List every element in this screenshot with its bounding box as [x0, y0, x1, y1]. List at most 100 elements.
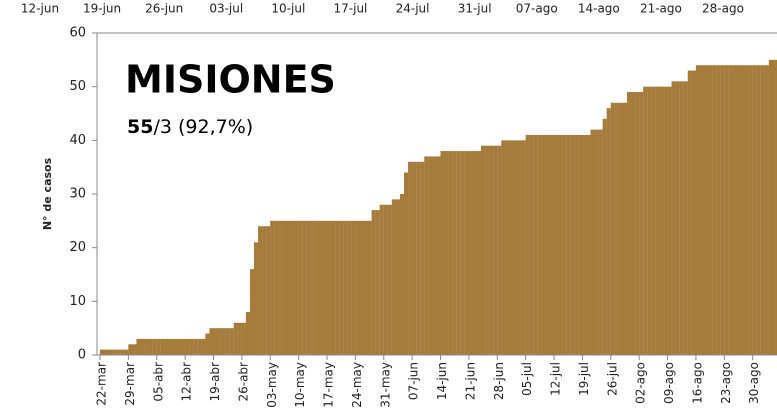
- bar: [302, 220, 307, 355]
- bar: [501, 140, 506, 355]
- bar: [399, 194, 405, 355]
- bar: [712, 65, 717, 355]
- bar: [452, 151, 457, 355]
- bar: [379, 204, 384, 355]
- x-tick-label: 12-abr: [180, 362, 194, 402]
- bar: [724, 65, 729, 355]
- bar: [695, 65, 701, 355]
- bar: [476, 151, 482, 355]
- bar: [752, 65, 757, 355]
- bar: [590, 129, 595, 355]
- x-tick-label: 16-ago: [690, 362, 704, 404]
- bar: [144, 338, 149, 355]
- bar: [412, 161, 417, 355]
- chart-title: MISIONES: [125, 58, 336, 102]
- top-axis-label: 28-ago: [702, 2, 744, 16]
- subtitle: 55/3 (92,7%): [127, 116, 253, 138]
- bar: [140, 338, 145, 355]
- bar: [391, 199, 396, 355]
- y-tick-label: 50: [69, 79, 86, 94]
- x-tick-label: 09-ago: [662, 362, 676, 404]
- bar: [683, 81, 688, 356]
- x-tick-label: 22-mar: [95, 362, 109, 406]
- bar: [213, 328, 218, 355]
- bar: [586, 134, 591, 355]
- bar: [233, 322, 238, 355]
- bar: [152, 338, 157, 355]
- bar: [517, 140, 522, 355]
- bar: [728, 65, 733, 355]
- bar: [355, 220, 360, 355]
- bar: [529, 134, 534, 355]
- bar: [253, 242, 259, 355]
- bar: [326, 220, 332, 355]
- x-tick-label: 03-may: [265, 362, 279, 408]
- bar: [606, 108, 611, 355]
- subtitle-rest: /3 (92,7%): [153, 116, 253, 138]
- bar: [744, 65, 749, 355]
- bar: [651, 86, 656, 356]
- x-tick-label: 17-may: [322, 362, 336, 408]
- bar: [602, 118, 607, 355]
- bar: [553, 134, 559, 355]
- x-tick-label: 21-jun: [463, 362, 477, 400]
- bar: [347, 220, 352, 355]
- bar: [331, 220, 336, 355]
- x-tick-label: 26-abr: [236, 362, 250, 402]
- y-tick-label: 40: [69, 133, 86, 148]
- bar: [468, 151, 474, 355]
- top-axis-label: 26-jun: [145, 2, 183, 16]
- bar: [432, 156, 437, 355]
- bar: [716, 65, 721, 355]
- x-tick-label: 19-abr: [208, 362, 222, 402]
- bar: [290, 220, 295, 355]
- bar: [245, 312, 251, 355]
- bar: [537, 134, 542, 355]
- x-tick-label: 26-jul: [605, 362, 619, 396]
- bar: [533, 134, 538, 355]
- bar: [768, 59, 773, 355]
- bar: [736, 65, 741, 355]
- bar: [395, 199, 401, 355]
- bar: [322, 220, 328, 355]
- bar: [314, 220, 319, 355]
- bar: [343, 220, 348, 355]
- bar: [703, 65, 709, 355]
- bar: [626, 92, 632, 356]
- bar: [249, 269, 255, 355]
- bar: [691, 70, 696, 356]
- bar: [225, 328, 230, 355]
- bar: [566, 134, 571, 355]
- bar: [525, 134, 530, 355]
- bar: [570, 134, 575, 355]
- bar: [635, 92, 640, 356]
- bar: [258, 226, 263, 355]
- y-tick-label: 30: [69, 187, 86, 202]
- bar: [205, 333, 210, 355]
- bar: [420, 161, 425, 355]
- bar: [298, 220, 303, 355]
- bar: [229, 328, 234, 355]
- bar: [408, 161, 413, 355]
- bar: [764, 65, 769, 355]
- bar: [132, 344, 137, 355]
- bar: [748, 65, 753, 355]
- bar: [172, 338, 178, 355]
- bar: [756, 65, 761, 355]
- subtitle-bold: 55: [127, 116, 153, 138]
- bar: [699, 65, 705, 355]
- bar: [614, 102, 619, 356]
- bar: [136, 338, 141, 355]
- bar: [489, 145, 494, 355]
- bar: [618, 102, 624, 356]
- bar: [310, 220, 315, 355]
- bar: [708, 65, 713, 355]
- bar: [481, 145, 486, 355]
- top-axis-label: 03-jul: [209, 2, 243, 16]
- bar: [472, 151, 478, 355]
- bar: [578, 134, 583, 355]
- top-axis-label: 12-jun: [21, 2, 59, 16]
- bar: [509, 140, 514, 355]
- bar: [278, 220, 283, 355]
- bar: [156, 338, 161, 355]
